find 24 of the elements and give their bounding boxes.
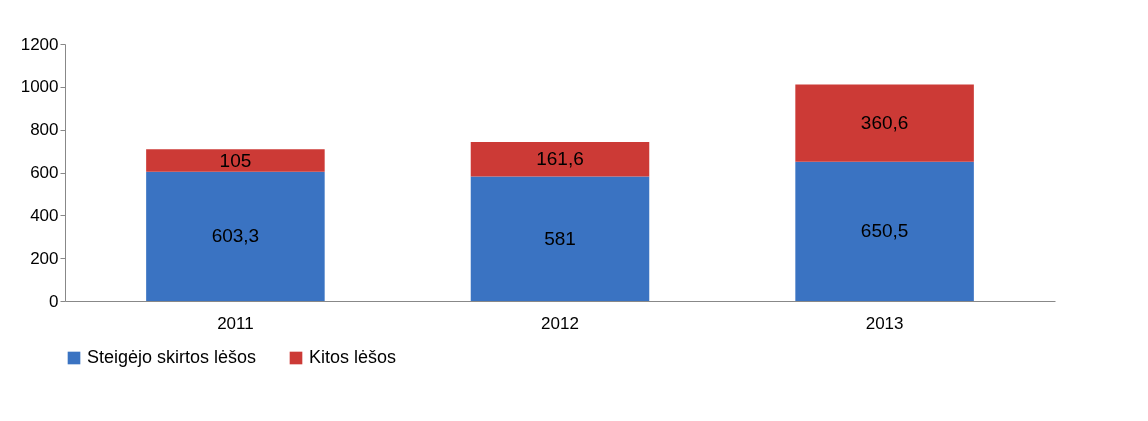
y-tick-label: 800	[30, 120, 59, 140]
legend-label: Kitos lėšos	[309, 347, 397, 367]
x-tick-label: 2013	[865, 313, 904, 333]
bar	[795, 84, 974, 162]
data-label: 581	[544, 227, 576, 249]
bar	[470, 176, 650, 301]
data-label: 650,5	[860, 220, 909, 242]
bar	[146, 171, 325, 301]
legend-label: Steigėjo skirtos lėšos	[87, 347, 257, 367]
y-tick-label: 1200	[20, 34, 59, 54]
bar	[146, 149, 325, 172]
y-tick-label: 400	[30, 205, 59, 225]
y-tick-label: 0	[49, 291, 59, 311]
bar	[470, 141, 650, 177]
x-tick-label: 2012	[541, 313, 579, 333]
data-label: 161,6	[536, 148, 584, 170]
data-label: 360,6	[860, 112, 909, 134]
x-tick-label: 2011	[217, 313, 254, 333]
y-tick-label: 1000	[20, 77, 59, 97]
bar	[795, 161, 974, 301]
y-tick-label: 200	[30, 248, 59, 268]
y-tick-label: 600	[30, 163, 59, 182]
data-label: 603,3	[211, 225, 260, 247]
data-label: 105	[219, 149, 252, 171]
